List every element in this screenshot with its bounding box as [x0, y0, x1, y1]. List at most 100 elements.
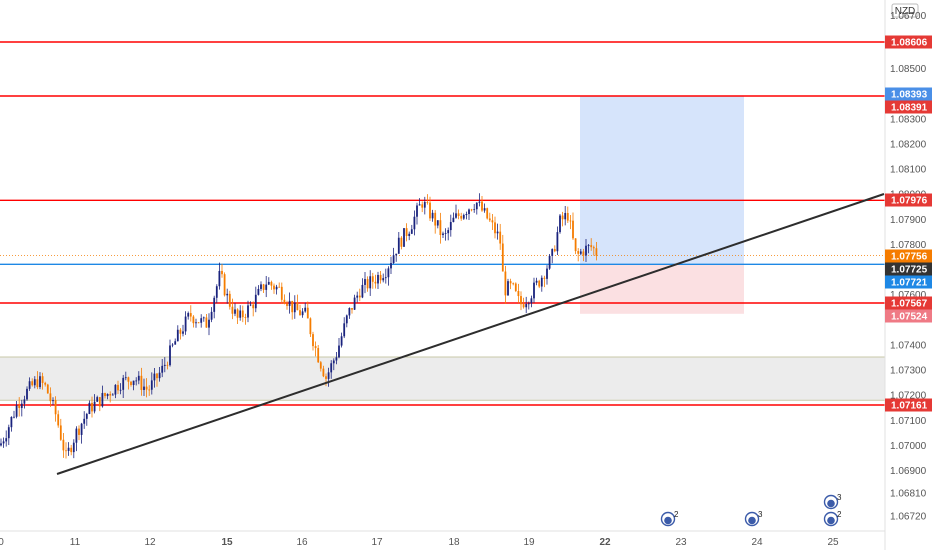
candle-body: [169, 345, 171, 366]
candle-body: [156, 373, 158, 379]
time-label-11: 11: [70, 537, 81, 548]
price-badge-1.07567: [885, 296, 932, 310]
price-badge-1.07524: [885, 309, 932, 323]
candle-body: [491, 220, 494, 223]
event-markers[interactable]: 2 3 3 2: [660, 493, 843, 527]
candle-body: [195, 322, 197, 324]
candle-body: [582, 251, 585, 256]
time-label-24: 24: [751, 537, 763, 548]
candle-body: [202, 317, 205, 319]
event-flag-core: [748, 516, 756, 525]
time-label-0: 0: [0, 537, 4, 548]
currency-badge[interactable]: [891, 3, 919, 18]
candle-body: [332, 360, 335, 364]
price-tick-1.08100: 1.08100: [890, 165, 927, 176]
candle-body: [527, 303, 530, 305]
candle-body: [559, 215, 561, 233]
candle-body: [457, 213, 460, 216]
zones-layer: [0, 95, 885, 401]
candle-body: [325, 376, 327, 379]
candle-body: [436, 220, 439, 226]
candle-body: [127, 377, 130, 382]
price-badge-1.08393: [885, 87, 932, 101]
candle-body: [114, 384, 117, 395]
candle-body: [551, 249, 554, 256]
event-flag-icon[interactable]: 3: [823, 493, 843, 510]
trendline-layer[interactable]: [56, 193, 885, 475]
candle-body: [465, 214, 468, 216]
candle-body: [236, 309, 239, 318]
candle-body: [239, 310, 242, 318]
candle-body: [67, 447, 70, 451]
candle-body: [579, 251, 582, 254]
candle-body: [262, 284, 265, 290]
candle-body: [205, 317, 208, 328]
price-badge-1.07976: [885, 193, 932, 207]
candle-body: [499, 231, 502, 244]
candle-body: [98, 397, 101, 407]
trendline[interactable]: [56, 193, 885, 475]
candle-body: [561, 215, 564, 220]
candle-body: [91, 402, 93, 412]
candle-body: [176, 329, 179, 342]
candle-body: [174, 341, 177, 345]
candle-body: [507, 281, 509, 296]
event-count: 2: [674, 510, 679, 519]
candle-body: [408, 233, 411, 236]
candle-body: [166, 364, 169, 366]
candle-body: [335, 357, 338, 361]
price-badge-label-1.07725: 1.07725: [891, 265, 928, 276]
candle-body: [348, 308, 351, 316]
candle-body: [566, 212, 569, 221]
event-flag-core: [827, 516, 835, 525]
candle-body: [514, 283, 517, 292]
time-axis[interactable]: 0 11 12 15 16 17 18 19 22 23 24 25: [0, 530, 885, 548]
event-flag-icon[interactable]: 2: [660, 510, 680, 527]
candle-body: [28, 381, 31, 389]
candle-body: [322, 368, 325, 377]
candle-body: [587, 245, 590, 246]
candle-body: [75, 428, 78, 443]
price-tick-1.07100: 1.07100: [890, 416, 927, 427]
event-flag-icon[interactable]: 3: [744, 510, 764, 527]
candle-body: [509, 281, 512, 284]
candle-body: [83, 418, 86, 424]
price-badge-1.07721: [885, 275, 932, 289]
candle-body: [572, 220, 574, 239]
price-badge-label-1.08606: 1.08606: [891, 38, 928, 49]
candle-body: [257, 288, 260, 295]
candle-body: [184, 316, 187, 332]
candle-body: [585, 245, 587, 256]
price-tick-1.07400: 1.07400: [890, 340, 927, 351]
candle-body: [351, 308, 353, 310]
candle-body: [197, 322, 200, 324]
time-label-25: 25: [827, 537, 839, 548]
candle-body: [228, 293, 231, 307]
candle-body: [54, 400, 57, 415]
candle-body: [273, 285, 275, 290]
candle-body: [538, 280, 541, 287]
event-flag-icon[interactable]: 2: [823, 510, 843, 527]
candle-body: [569, 220, 572, 222]
candle-body: [283, 299, 286, 304]
candle-body: [62, 439, 65, 451]
price-tick-1.07600: 1.07600: [890, 290, 927, 301]
candle-body: [132, 380, 135, 385]
candle-body: [312, 334, 314, 347]
candle-body: [395, 253, 398, 256]
candle-body: [291, 300, 294, 313]
candle-body: [520, 296, 522, 305]
candle-body: [356, 295, 359, 298]
candle-body: [304, 307, 307, 312]
candle-body: [592, 247, 595, 249]
loss-zone[interactable]: [580, 264, 744, 314]
candle-body: [460, 215, 463, 219]
candle-body: [377, 274, 379, 284]
candle-body: [343, 323, 346, 337]
profit-zone[interactable]: [580, 95, 744, 265]
candle-body: [265, 284, 268, 290]
candle-body: [143, 386, 145, 390]
candle-body: [371, 276, 374, 282]
